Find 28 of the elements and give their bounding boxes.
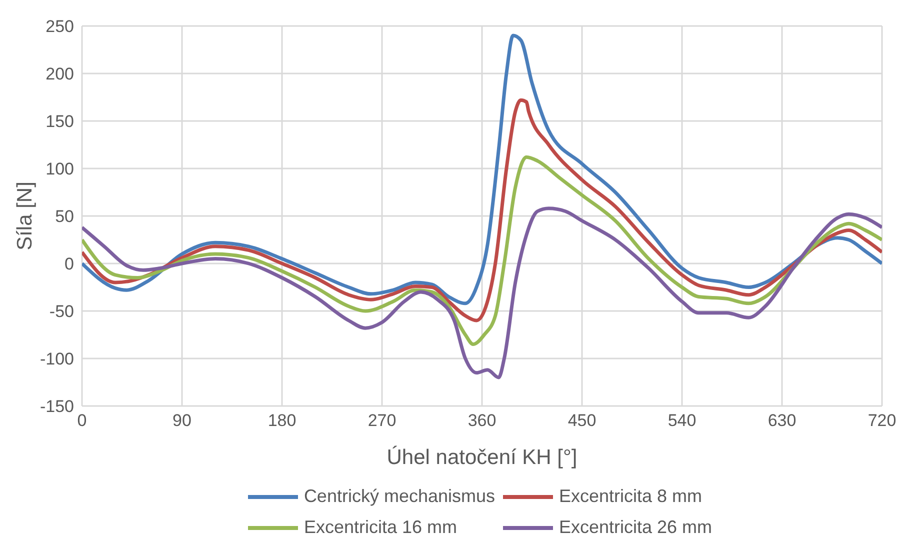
line-series [82,34,882,306]
line-series [82,206,882,380]
x-tick-label: 630 [768,411,796,430]
line-series [82,98,882,322]
x-tick-label: 0 [77,411,87,430]
x-tick-label: 540 [668,411,696,430]
y-tick-label: -150 [40,397,74,416]
x-tick-label: 270 [368,411,396,430]
x-tick-label: 360 [468,411,496,430]
legend-label: Centrický mechanismus [304,486,495,507]
y-tick-label: 50 [55,207,74,226]
y-tick-label: 200 [46,64,74,84]
y-tick-label: 250 [46,17,74,36]
y-axis-title: Síla [N] [13,182,36,250]
y-tick-label: 0 [64,254,74,274]
x-tick-label: 180 [268,411,296,430]
line-series [82,155,882,346]
legend-label: Excentricita 8 mm [559,486,702,507]
y-tick-label: 100 [46,160,74,179]
x-tick-label: 90 [172,411,192,430]
y-tick-label: -100 [40,350,74,369]
legend-label: Excentricita 16 mm [304,517,457,538]
legend-label: Excentricita 26 mm [559,517,712,538]
x-tick-label: 720 [868,411,896,430]
x-tick-label: 450 [568,411,596,430]
x-axis-title: Úhel natočení KH [°] [386,445,578,469]
y-tick-label: 150 [46,112,74,132]
y-tick-label: -50 [49,302,74,322]
